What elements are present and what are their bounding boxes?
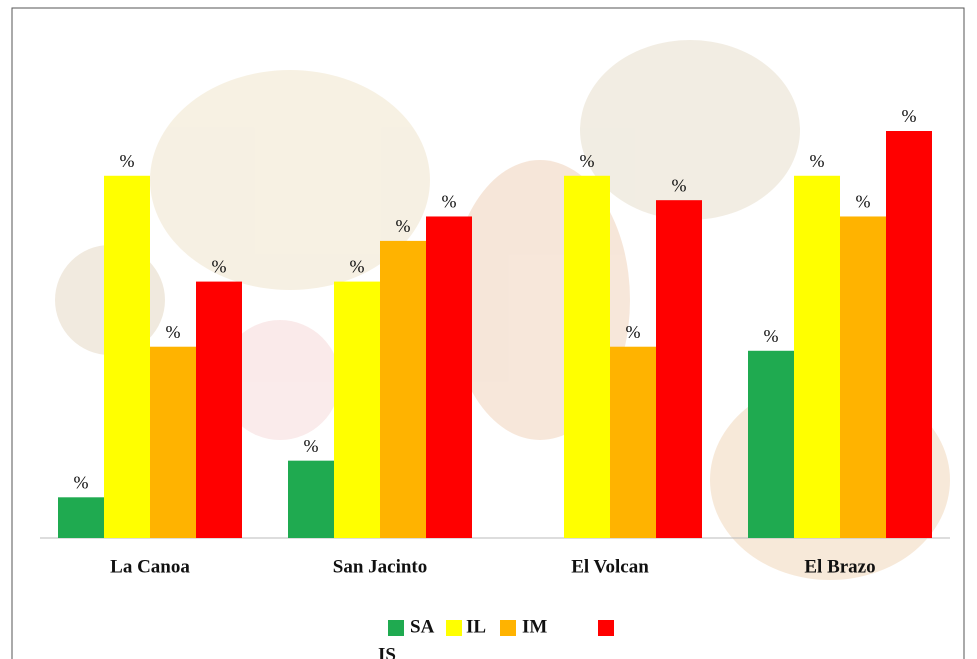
legend-swatch — [598, 620, 614, 636]
value-label: % — [120, 151, 135, 171]
legend-swatch — [446, 620, 462, 636]
bar — [58, 497, 104, 538]
value-label: % — [902, 106, 917, 126]
x-tick-label: El Brazo — [804, 556, 875, 577]
value-label: % — [764, 326, 779, 346]
value-label: % — [350, 257, 365, 277]
bar — [610, 346, 656, 538]
x-tick-label: El Volcan — [571, 556, 649, 577]
value-label: % — [626, 322, 641, 342]
legend-label: SA — [410, 616, 435, 637]
bar — [656, 200, 702, 538]
value-label: % — [856, 192, 871, 212]
value-label: % — [166, 322, 181, 342]
value-label: % — [810, 151, 825, 171]
x-tick-label: San Jacinto — [333, 556, 428, 577]
bar — [426, 216, 472, 538]
bar — [748, 350, 794, 538]
value-label: % — [212, 257, 227, 277]
bar — [334, 281, 380, 538]
legend-label: IS — [378, 644, 396, 659]
value-label: % — [74, 472, 89, 492]
bar — [886, 131, 932, 538]
value-label: % — [304, 436, 319, 456]
legend-label: IM — [522, 616, 547, 637]
bar — [564, 175, 610, 538]
bar — [794, 175, 840, 538]
value-label: % — [442, 192, 457, 212]
value-label: % — [672, 175, 687, 195]
bar — [150, 346, 196, 538]
bar — [196, 281, 242, 538]
x-tick-label: La Canoa — [110, 556, 190, 577]
bar — [288, 460, 334, 538]
bar — [380, 240, 426, 538]
value-label: % — [396, 216, 411, 236]
legend-swatch — [388, 620, 404, 636]
bar — [840, 216, 886, 538]
legend-label: IL — [466, 616, 486, 637]
bar — [104, 175, 150, 538]
legend-swatch — [500, 620, 516, 636]
value-label: % — [580, 151, 595, 171]
